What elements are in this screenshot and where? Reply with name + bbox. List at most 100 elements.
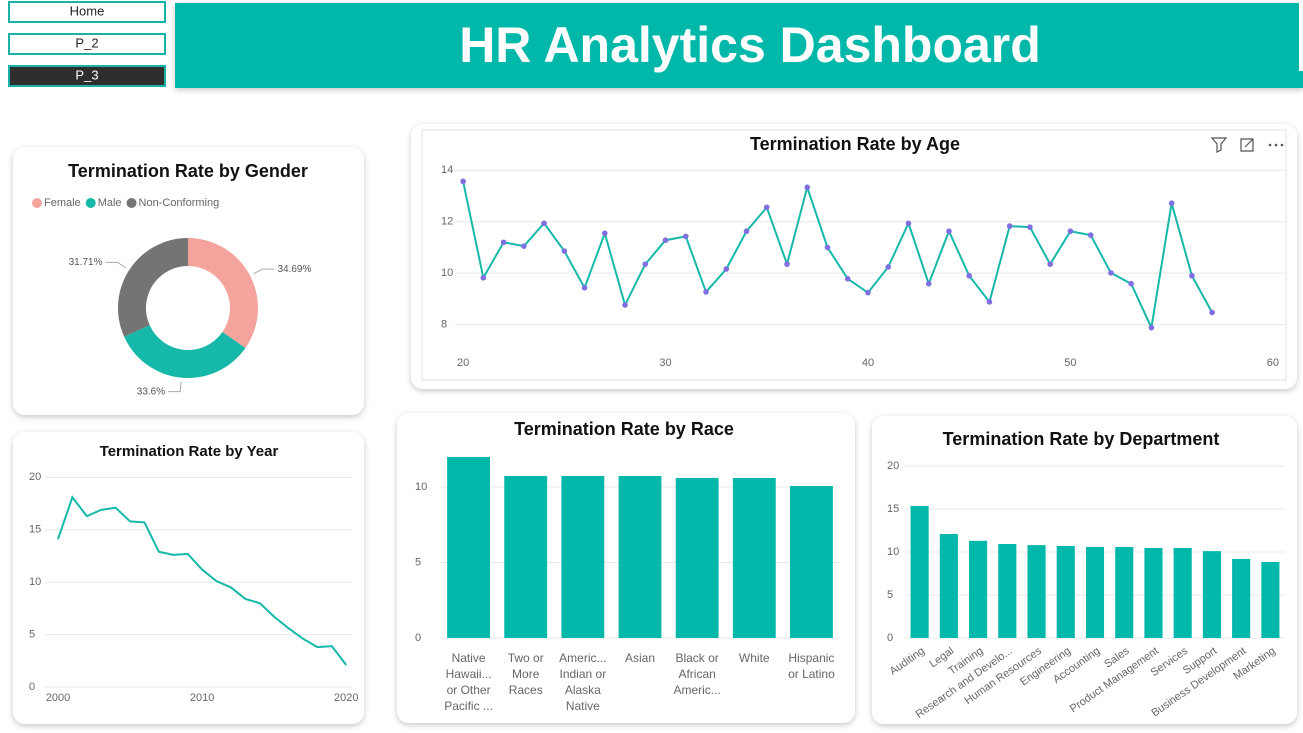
- x-tick-label: Americ... Indian or Alaska Native: [559, 651, 607, 713]
- chart-title: Termination Rate by Year: [100, 443, 279, 460]
- line-marker: [561, 248, 568, 254]
- y-tick-label: 20: [887, 460, 899, 472]
- nav-button[interactable]: [8, 33, 166, 55]
- y-tick-label: 15: [29, 524, 41, 536]
- x-label-box: White: [739, 651, 770, 665]
- line-marker: [500, 239, 507, 246]
- leader-line: [105, 261, 127, 269]
- x-tick-label: Hispanic or Latino: [788, 651, 835, 681]
- x-tick-label: 2020: [334, 692, 358, 704]
- line-series: [57, 495, 348, 666]
- nav-label[interactable]: Home: [70, 3, 105, 18]
- line-marker: [581, 285, 588, 291]
- line-marker: [1108, 270, 1114, 276]
- bar: [1232, 558, 1251, 638]
- chart-title: Termination Rate by Age: [750, 134, 960, 154]
- chart-title: Termination Rate by Department: [943, 429, 1220, 449]
- line-marker: [763, 204, 770, 211]
- pie-slice: [188, 238, 258, 349]
- line-marker: [1209, 309, 1215, 316]
- legend-label: Male: [98, 197, 122, 209]
- focus-icon: [1240, 138, 1254, 152]
- bar: [1027, 545, 1046, 638]
- x-tick-label: Native Hawaii... or Other Pacific ...: [444, 651, 493, 713]
- bar: [910, 505, 929, 638]
- x-tick-label: 20: [457, 357, 469, 369]
- nav-label[interactable]: P_3: [75, 67, 98, 82]
- bar: [732, 477, 776, 638]
- line-marker: [460, 178, 466, 185]
- x-tick-label: 50: [1064, 357, 1076, 369]
- bar: [447, 456, 490, 638]
- x-label-box: Black or African Americ...: [673, 651, 721, 697]
- x-tick-label: Two or More Races: [507, 651, 544, 697]
- bar: [504, 475, 548, 638]
- bar: [675, 477, 719, 638]
- y-tick-label: 12: [441, 216, 453, 228]
- leader-line: [168, 381, 182, 393]
- line-marker: [480, 274, 487, 281]
- pie-slice: [118, 238, 188, 337]
- pie-slice: [124, 325, 246, 378]
- bar: [1115, 547, 1134, 638]
- line-marker: [723, 266, 730, 272]
- data-label: 33.6%: [137, 386, 165, 397]
- legend-label: Non-Conforming: [139, 197, 220, 209]
- line-marker: [784, 261, 790, 267]
- x-label-box: Native Hawaii... or Other Pacific ...: [444, 651, 493, 713]
- line-marker: [905, 220, 912, 227]
- line-marker: [682, 233, 689, 240]
- line-marker: [986, 299, 993, 305]
- filter-icon: [1210, 137, 1228, 153]
- x-label-box: Hispanic or Latino: [788, 651, 835, 681]
- x-label-box: Two or More Races: [507, 651, 544, 697]
- line-marker: [622, 302, 628, 308]
- line-marker: [1189, 272, 1195, 279]
- y-tick-label: 5: [29, 628, 35, 640]
- data-label: 34.69%: [277, 264, 311, 275]
- bar: [1173, 547, 1192, 638]
- legend-label: Female: [44, 197, 81, 209]
- card-inner: [421, 129, 1287, 381]
- nav-label[interactable]: P_2: [75, 35, 98, 50]
- x-tick-label: 30: [659, 357, 671, 369]
- card: [872, 416, 1297, 724]
- nav-button[interactable]: [8, 65, 166, 87]
- y-tick-label: 8: [441, 318, 447, 330]
- x-tick-label: Asian: [624, 651, 655, 665]
- line-marker: [1087, 232, 1094, 238]
- x-tick-label: 2000: [46, 692, 70, 704]
- line-marker: [602, 230, 608, 237]
- line-marker: [865, 289, 871, 296]
- y-tick-label: 5: [415, 556, 421, 568]
- y-tick-label: 10: [29, 576, 41, 588]
- chart-title: Termination Rate by Gender: [68, 161, 308, 181]
- leader-line: [253, 268, 275, 275]
- bar: [561, 475, 605, 638]
- y-tick-label: 14: [441, 164, 453, 176]
- more-icon: [1268, 143, 1272, 147]
- line-series: [462, 181, 1213, 332]
- x-label-box: Americ... Indian or Alaska Native: [559, 651, 607, 713]
- bar: [998, 544, 1017, 638]
- header-banner: [175, 3, 1303, 88]
- x-label-box: Asian: [624, 651, 655, 665]
- line-marker: [743, 228, 750, 235]
- chart-title: Termination Rate by Race: [514, 419, 734, 439]
- card: [13, 147, 364, 415]
- line-marker: [925, 280, 932, 287]
- x-tick-label: 2010: [190, 692, 214, 704]
- bar: [1261, 561, 1280, 638]
- y-tick-label: 10: [887, 546, 899, 558]
- line-marker: [1168, 200, 1175, 206]
- line-marker: [966, 272, 972, 279]
- line-marker: [1047, 261, 1053, 267]
- legend-swatch: [32, 198, 42, 208]
- line-marker: [642, 261, 649, 267]
- nav-button[interactable]: [8, 1, 166, 23]
- x-tick-label: Black or African Americ...: [673, 651, 721, 697]
- y-tick-label: 10: [415, 481, 427, 493]
- y-tick-label: 20: [29, 471, 41, 483]
- bar: [969, 540, 988, 638]
